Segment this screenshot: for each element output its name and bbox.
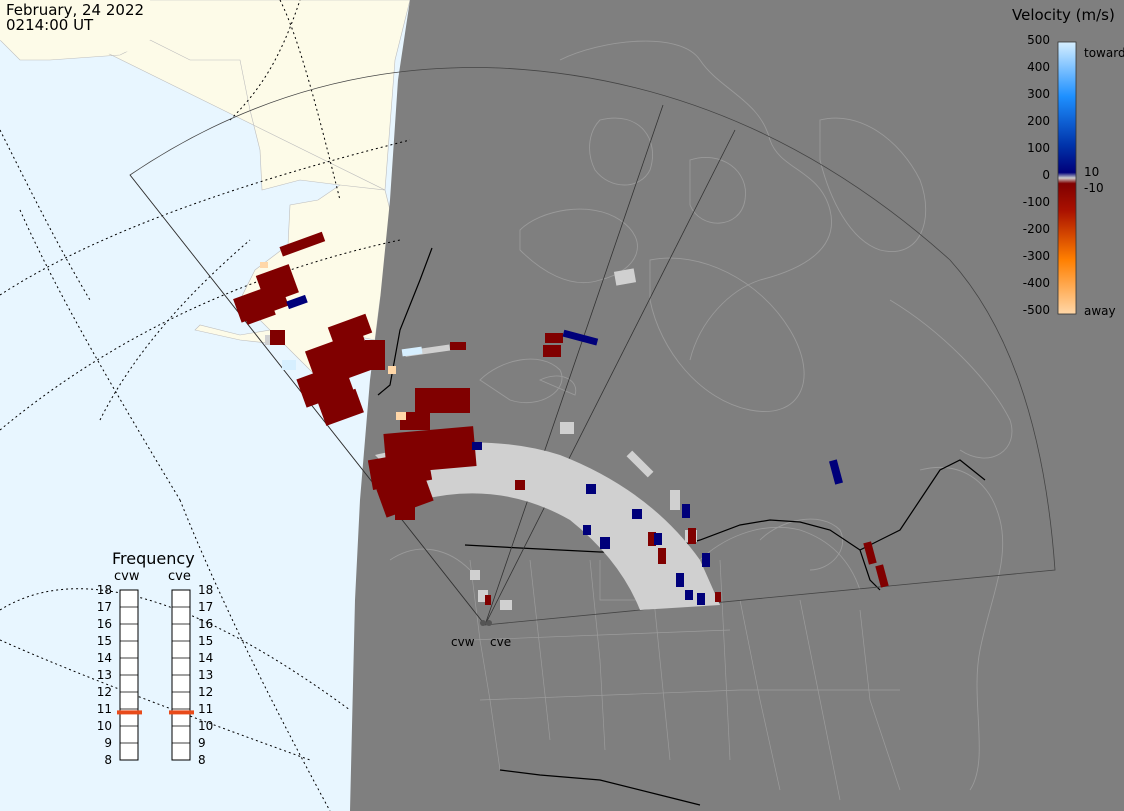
plot-date: February, 24 2022 [6,1,145,19]
frequency-radar-label: cve [168,569,191,584]
frequency-level-label-left: 9 [104,736,112,750]
frequency-level-label-right: 17 [198,600,214,614]
velocity-tick: 100 [1027,141,1050,155]
frequency-legend-title: Frequency [112,549,195,568]
velocity-tick: -200 [1022,222,1050,236]
frequency-level-label-left: 15 [96,634,112,648]
plot-time: 0214:00 UT [6,16,94,34]
velocity-away-max-echoes [260,262,406,420]
velocity-tick: 300 [1027,87,1050,101]
frequency-level-label-right: 12 [198,685,214,699]
frequency-markers [117,710,194,715]
velocity-tick: 500 [1027,33,1050,47]
frequency-level-label-right: 14 [198,651,214,665]
velocity-tick: -100 [1022,195,1050,209]
velocity-threshold-neg: -10 [1084,181,1104,195]
velocity-colorbar [1057,41,1077,315]
frequency-level-label-left: 10 [96,719,112,733]
frequency-level-label-left: 14 [96,651,112,665]
night-region [350,0,1124,811]
land-arctic [0,0,160,55]
frequency-level-label-right: 10 [198,719,214,733]
frequency-level-label-right: 13 [198,668,214,682]
velocity-tick: 0 [1042,168,1050,182]
frequency-marker-cve [169,710,194,715]
velocity-legend-title: Velocity (m/s) [1012,6,1115,24]
frequency-level-label-left: 11 [96,702,112,716]
frequency-level-label-left: 17 [96,600,112,614]
frequency-level-label-right: 9 [198,736,206,750]
velocity-tick: 200 [1027,114,1050,128]
frequency-level-label-left: 18 [96,583,112,597]
site-label-cvw: cvw [451,635,475,649]
frequency-level-label-left: 12 [96,685,112,699]
admin-boundaries [469,559,901,801]
radar-site-markers [480,620,492,626]
frequency-level-label-right: 16 [198,617,214,631]
frequency-ladder-rungs [120,606,190,744]
frequency-level-label-right: 18 [198,583,214,597]
velocity-tick: -300 [1022,249,1050,263]
velocity-away-echoes [233,231,889,605]
site-label-cve: cve [490,635,512,649]
velocity-tick: 400 [1027,60,1050,74]
frequency-level-label-right: 11 [198,702,214,716]
frequency-level-label-right: 15 [198,634,214,648]
graticule [0,0,411,811]
frequency-radar-label: cvw [114,569,140,584]
frequency-level-label-left: 13 [96,668,112,682]
frequency-level-label-left: 16 [96,617,112,631]
coastlines [389,40,1013,791]
velocity-toward-max-echoes [282,346,423,370]
frequency-level-label-left: 8 [104,753,112,767]
frequency-marker-cvw [117,710,142,715]
velocity-away-label: away [1084,304,1116,318]
velocity-threshold-pos: 10 [1084,165,1100,179]
international-borders [377,247,986,806]
frequency-level-label-right: 8 [198,753,206,767]
velocity-tick: -500 [1022,303,1050,317]
velocity-tick: -400 [1022,276,1050,290]
velocity-toward-label: toward [1084,46,1124,60]
velocity-toward-echoes [286,294,843,605]
